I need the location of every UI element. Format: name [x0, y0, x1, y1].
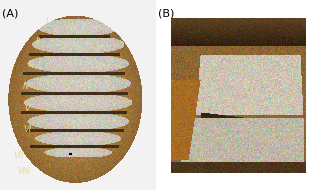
Text: III: III [243, 81, 250, 90]
Text: VII: VII [13, 151, 24, 160]
Text: (A): (A) [2, 8, 18, 18]
Text: II: II [36, 37, 41, 46]
Text: IV: IV [244, 108, 252, 117]
Text: VI: VI [23, 125, 31, 134]
Text: (B): (B) [158, 8, 174, 18]
Text: I: I [46, 17, 49, 26]
Text: VIII: VIII [17, 166, 30, 176]
Text: V: V [24, 104, 30, 113]
Text: III: III [27, 60, 35, 69]
Text: IV: IV [22, 82, 31, 91]
